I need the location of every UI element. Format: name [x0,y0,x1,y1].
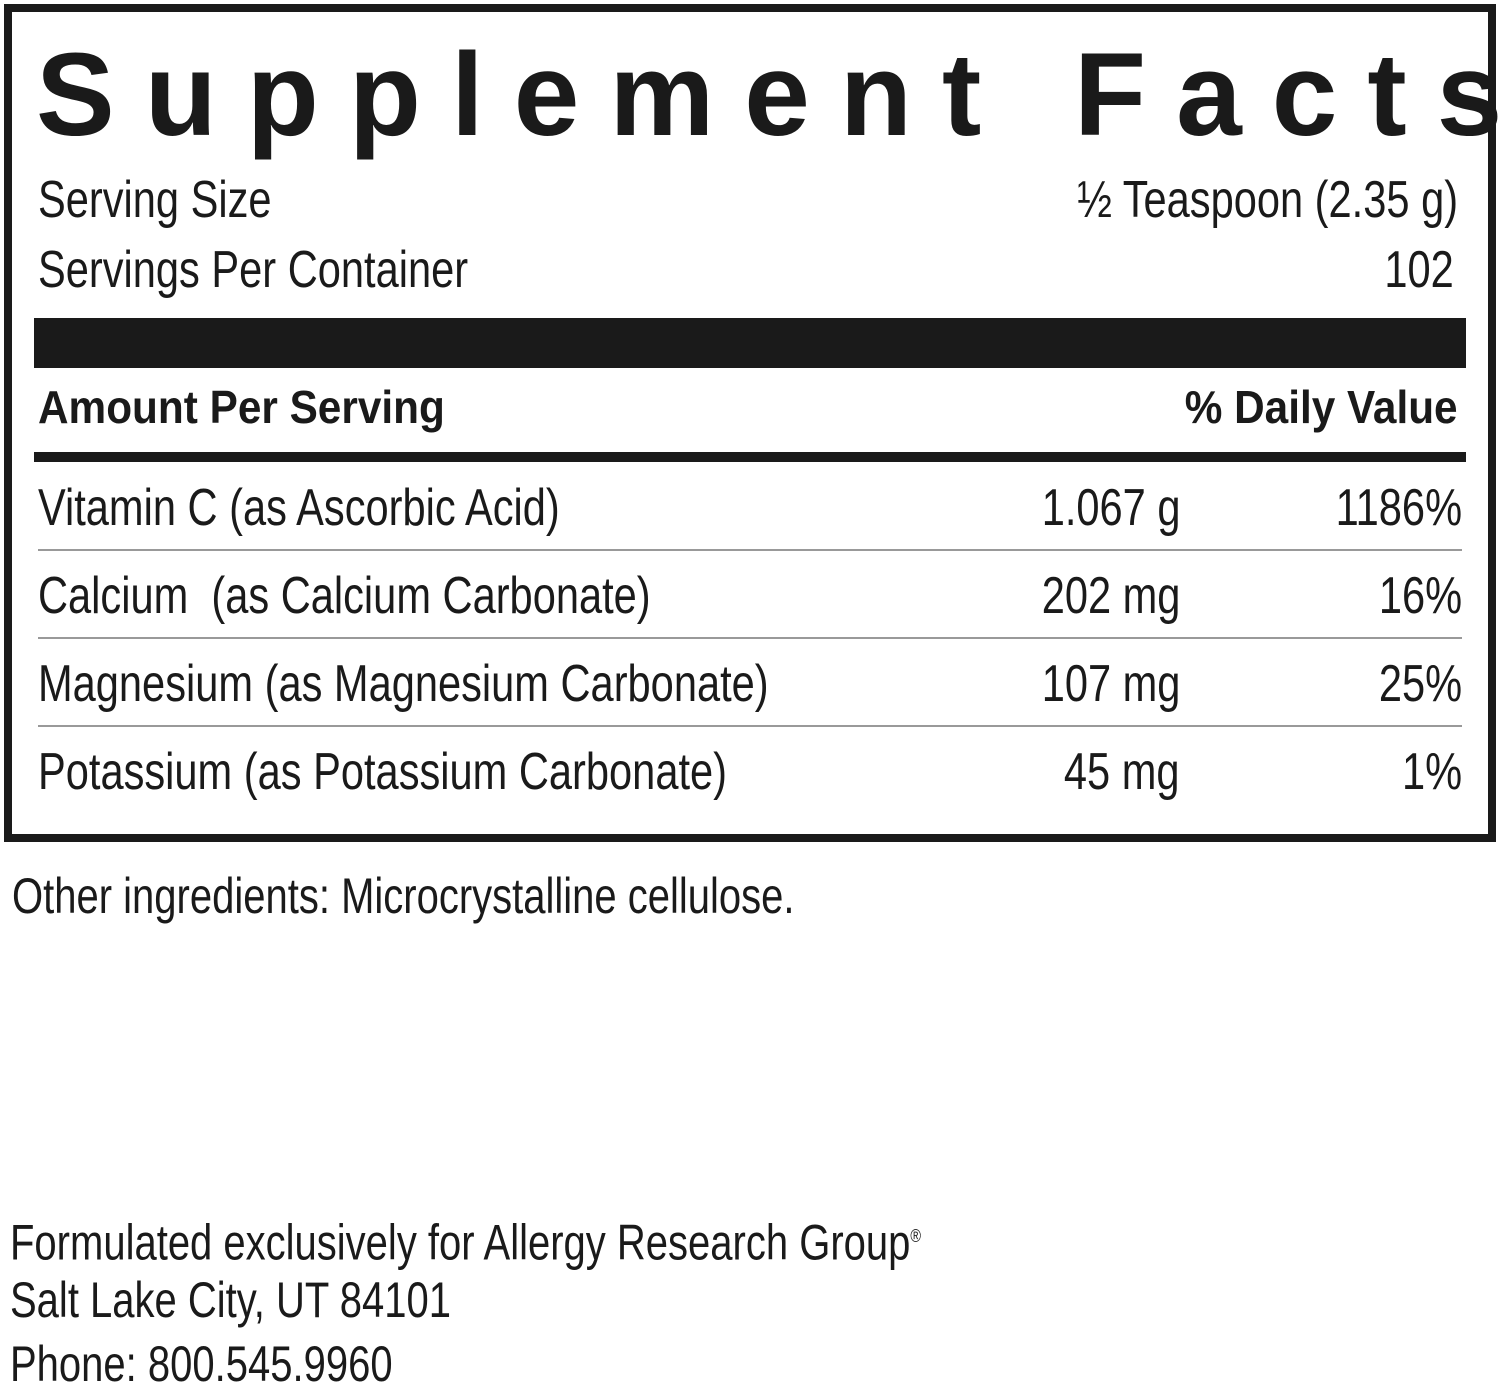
nutrient-name: Magnesium (as Magnesium Carbonate) [38,655,769,713]
footer-line: Salt Lake City, UT 84101 [10,1272,451,1328]
serving-size-label: Serving Size [38,171,272,229]
row-divider [38,637,1462,639]
title: Supplement Facts [36,29,1500,161]
servings-label: Servings Per Container [38,241,469,299]
nutrient-amount: 1.067 g [1041,479,1180,537]
footer-line: Formulated exclusively for Allergy Resea… [10,1206,921,1273]
nutrient-name: Vitamin C (as Ascorbic Acid) [38,479,560,537]
registered-mark: ® [910,1226,921,1246]
footer-line: Phone: 800.545.9960 [10,1336,393,1392]
nutrient-daily-value: 1186% [1335,479,1462,537]
header-rule [34,452,1466,462]
row-divider [38,549,1462,551]
nutrient-daily-value: 25% [1378,655,1462,713]
other-ingredients: Other ingredients: Microcrystalline cell… [12,868,795,924]
label-box [4,4,1496,842]
nutrient-daily-value: 16% [1378,567,1462,625]
daily-value-header: % Daily Value [1185,381,1458,433]
nutrient-amount: 107 mg [1041,655,1180,713]
nutrient-amount: 202 mg [1041,567,1180,625]
row-divider [38,725,1462,727]
nutrient-daily-value: 1% [1401,743,1462,801]
nutrient-amount: 45 mg [1064,743,1180,801]
amount-header: Amount Per Serving [38,381,445,433]
serving-size-value: ½ Teaspoon (2.35 g) [1077,171,1458,229]
black-bar [34,318,1466,368]
nutrient-name: Potassium (as Potassium Carbonate) [38,743,727,801]
servings-value: 102 [1384,241,1454,299]
footer-text: Formulated exclusively for Allergy Resea… [10,1214,911,1271]
nutrient-name: Calcium (as Calcium Carbonate) [38,567,651,625]
